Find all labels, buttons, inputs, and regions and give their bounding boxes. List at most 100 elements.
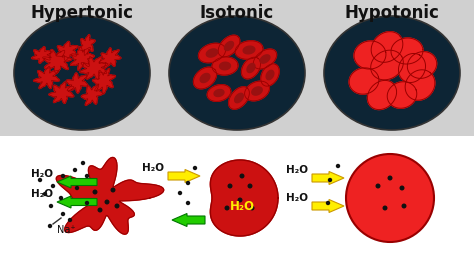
- FancyArrow shape: [312, 200, 344, 213]
- Bar: [0, 0, 474, 136]
- Circle shape: [400, 185, 404, 190]
- Polygon shape: [235, 41, 263, 59]
- Polygon shape: [260, 55, 270, 63]
- FancyArrow shape: [172, 214, 205, 227]
- FancyArrow shape: [168, 169, 200, 182]
- Circle shape: [375, 184, 381, 189]
- Ellipse shape: [14, 16, 150, 130]
- Circle shape: [85, 201, 89, 205]
- Polygon shape: [235, 93, 243, 103]
- Circle shape: [115, 203, 119, 209]
- Polygon shape: [371, 32, 403, 62]
- Polygon shape: [252, 87, 262, 95]
- Circle shape: [75, 186, 79, 190]
- Circle shape: [388, 176, 392, 181]
- Text: Hypotonic: Hypotonic: [345, 4, 439, 22]
- Circle shape: [59, 196, 63, 200]
- Polygon shape: [32, 47, 52, 63]
- Circle shape: [326, 201, 330, 205]
- Polygon shape: [243, 46, 255, 54]
- Polygon shape: [206, 49, 218, 57]
- Circle shape: [401, 203, 407, 209]
- Polygon shape: [387, 82, 417, 108]
- Circle shape: [73, 168, 77, 172]
- Circle shape: [336, 164, 340, 168]
- Circle shape: [228, 184, 233, 189]
- Text: H₂O: H₂O: [286, 165, 308, 175]
- Circle shape: [178, 191, 182, 195]
- Polygon shape: [56, 41, 78, 61]
- Polygon shape: [71, 47, 94, 70]
- Polygon shape: [266, 70, 274, 80]
- Polygon shape: [391, 38, 423, 64]
- Text: H₂O: H₂O: [229, 200, 255, 213]
- Polygon shape: [200, 73, 210, 82]
- Circle shape: [346, 154, 434, 242]
- Polygon shape: [34, 66, 60, 89]
- Polygon shape: [228, 87, 249, 109]
- Polygon shape: [82, 85, 103, 105]
- Circle shape: [85, 174, 89, 178]
- Text: H₂O: H₂O: [31, 189, 53, 199]
- Text: Hypertonic: Hypertonic: [30, 4, 134, 22]
- Text: Na⁺: Na⁺: [57, 225, 76, 235]
- Circle shape: [81, 161, 85, 165]
- Polygon shape: [254, 49, 277, 69]
- Circle shape: [383, 206, 388, 210]
- Circle shape: [110, 188, 116, 193]
- Circle shape: [98, 207, 102, 213]
- FancyArrow shape: [312, 172, 344, 185]
- Polygon shape: [99, 48, 121, 68]
- Polygon shape: [214, 89, 224, 97]
- Circle shape: [249, 206, 255, 210]
- Polygon shape: [210, 160, 278, 236]
- Polygon shape: [66, 73, 88, 93]
- Polygon shape: [245, 81, 269, 101]
- Polygon shape: [349, 68, 379, 94]
- Circle shape: [61, 174, 65, 178]
- Polygon shape: [199, 43, 226, 63]
- Circle shape: [239, 173, 245, 178]
- FancyArrow shape: [57, 176, 97, 188]
- Circle shape: [104, 200, 109, 205]
- Polygon shape: [367, 80, 397, 110]
- Polygon shape: [56, 157, 164, 234]
- Polygon shape: [212, 57, 238, 75]
- Circle shape: [328, 178, 332, 182]
- Circle shape: [38, 178, 42, 182]
- Polygon shape: [241, 57, 261, 79]
- Circle shape: [68, 218, 72, 222]
- Circle shape: [225, 206, 229, 210]
- Circle shape: [247, 184, 253, 189]
- Polygon shape: [407, 52, 437, 78]
- Polygon shape: [49, 82, 74, 103]
- Polygon shape: [43, 49, 72, 73]
- Ellipse shape: [169, 16, 305, 130]
- Polygon shape: [371, 50, 403, 80]
- Polygon shape: [354, 41, 386, 69]
- Polygon shape: [399, 53, 426, 82]
- Polygon shape: [247, 64, 255, 73]
- Circle shape: [61, 212, 65, 216]
- Ellipse shape: [324, 16, 460, 130]
- Polygon shape: [219, 62, 230, 70]
- Polygon shape: [405, 70, 435, 100]
- Circle shape: [92, 189, 98, 194]
- Polygon shape: [193, 67, 217, 89]
- Bar: [0, 136, 474, 266]
- Text: H₂O: H₂O: [31, 169, 53, 179]
- Circle shape: [186, 201, 190, 205]
- Text: H₂O: H₂O: [142, 163, 164, 173]
- Polygon shape: [207, 85, 231, 101]
- Text: Isotonic: Isotonic: [200, 4, 274, 22]
- Circle shape: [186, 181, 190, 185]
- Polygon shape: [80, 57, 108, 80]
- Polygon shape: [79, 35, 95, 55]
- Polygon shape: [93, 68, 115, 94]
- Polygon shape: [225, 41, 234, 51]
- Circle shape: [237, 197, 243, 202]
- Circle shape: [51, 184, 55, 188]
- Circle shape: [48, 224, 52, 228]
- Circle shape: [193, 166, 197, 170]
- FancyArrow shape: [57, 196, 97, 208]
